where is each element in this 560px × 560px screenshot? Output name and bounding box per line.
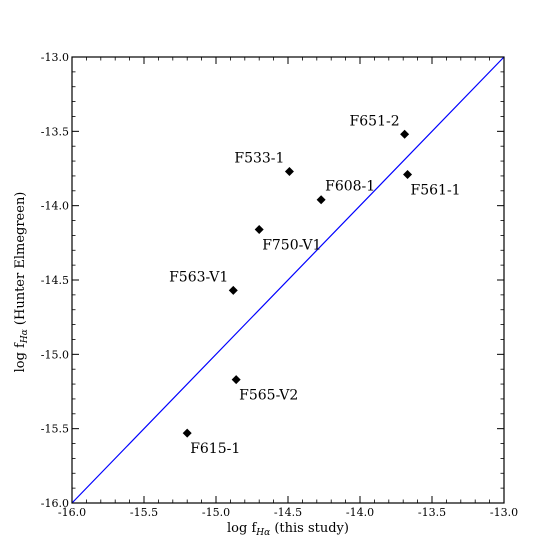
data-point-f533-1 (284, 166, 294, 176)
one-to-one-line (71, 56, 505, 504)
point-label-f563-v1: F563-V1 (169, 269, 228, 285)
point-labels-layer: F651-2 F533-1 F608-1 F561-1 F750-V1 F563-V1 F5… (169, 113, 460, 457)
x-axis-label-suffix: (this study) (270, 521, 349, 536)
point-label-f565-v2: F565-V2 (239, 388, 298, 404)
x-axis-label-main: log f (227, 521, 257, 536)
data-point-f750-v1 (254, 224, 264, 234)
y-axis-label-main: log f (13, 342, 28, 372)
data-point-f651-2 (400, 129, 410, 139)
point-label-f533-1: F533-1 (234, 150, 284, 166)
y-tick-label: -16.0 (41, 497, 69, 510)
data-point-f563-v1 (228, 285, 238, 295)
x-tick-label: -13.0 (490, 506, 518, 519)
data-point-f615-1 (182, 428, 192, 438)
point-label-f651-2: F651-2 (350, 113, 400, 129)
x-axis-label: log fHα (this study) (227, 521, 349, 538)
x-tick-label: -13.5 (418, 506, 446, 519)
x-tick-label: -14.5 (274, 506, 302, 519)
y-tick-label: -14.0 (41, 200, 69, 213)
points-layer (182, 129, 413, 438)
x-tick-label: -15.0 (202, 506, 230, 519)
y-axis-label-suffix: (Hunter Elmegreen) (13, 192, 28, 330)
point-label-f608-1: F608-1 (325, 179, 375, 195)
y-tick-label: -15.0 (41, 348, 69, 361)
y-tick-label: -13.0 (41, 51, 69, 64)
x-tick-label: -16.0 (58, 506, 86, 519)
data-point-f608-1 (316, 195, 326, 205)
data-point-f565-v2 (231, 375, 241, 385)
reference-line-layer (71, 56, 505, 504)
y-tick-label: -15.5 (41, 423, 69, 436)
point-label-f561-1: F561-1 (411, 182, 461, 198)
y-axis-label-subscript: Hα (20, 329, 30, 344)
x-tick-label: -15.5 (130, 506, 158, 519)
y-axis-label: log fHα (Hunter Elmegreen) (13, 192, 30, 373)
y-tick-label: -13.5 (41, 125, 69, 138)
data-point-f561-1 (403, 169, 413, 179)
point-label-f750-v1: F750-V1 (262, 237, 321, 253)
x-tick-label: -14.0 (346, 506, 374, 519)
y-tick-label: -14.5 (41, 274, 69, 287)
x-axis-label-subscript: Hα (255, 528, 270, 538)
ticks-layer: -16.0 -15.5 -15.0 -14.5 -14.0 -13.5 -13.0 -16.0… (41, 51, 518, 519)
point-label-f615-1: F615-1 (190, 441, 240, 457)
